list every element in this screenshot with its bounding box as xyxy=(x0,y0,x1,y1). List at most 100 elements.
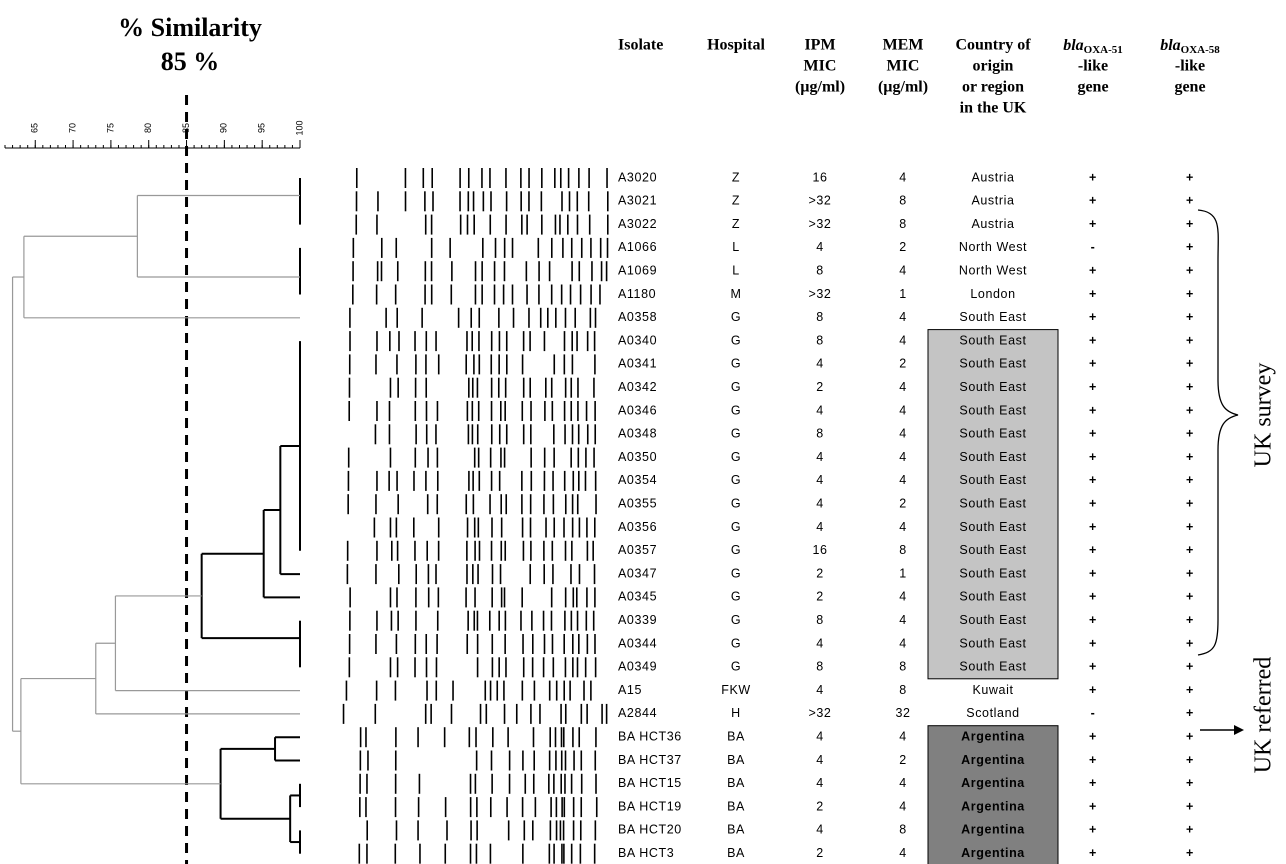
cell: 4 xyxy=(899,776,907,790)
header-italic: bla xyxy=(1160,37,1180,54)
cell: + xyxy=(1186,427,1194,441)
cell: 8 xyxy=(816,263,824,277)
cell: North West xyxy=(959,240,1027,254)
cell: >32 xyxy=(808,194,831,208)
survey-label: UK survey xyxy=(1251,363,1277,468)
cell: + xyxy=(1089,357,1097,371)
cell: 4 xyxy=(816,357,824,371)
cell: 4 xyxy=(816,636,824,650)
cell: - xyxy=(1091,240,1096,254)
cell: + xyxy=(1186,496,1194,510)
cell: Scotland xyxy=(966,706,1019,720)
arrow-head xyxy=(1234,725,1244,735)
cell: South East xyxy=(959,403,1026,417)
cell: + xyxy=(1186,403,1194,417)
cell: + xyxy=(1186,566,1194,580)
column-header: gene xyxy=(1174,79,1205,96)
cell: BA HCT37 xyxy=(618,753,682,767)
cell: South East xyxy=(959,333,1026,347)
cell: + xyxy=(1186,450,1194,464)
cell: + xyxy=(1089,427,1097,441)
cell: + xyxy=(1186,543,1194,557)
cell: + xyxy=(1089,194,1097,208)
cell: + xyxy=(1089,776,1097,790)
cell: South East xyxy=(959,357,1026,371)
figure: % Similarity 85 % UK survey UK referred … xyxy=(0,0,1286,864)
referred-label: UK referred xyxy=(1251,657,1277,774)
cell: + xyxy=(1089,403,1097,417)
cell: L xyxy=(732,263,740,277)
header-sub: OXA-51 xyxy=(1084,44,1123,56)
cell: A0350 xyxy=(618,450,657,464)
cell: + xyxy=(1089,333,1097,347)
cell: G xyxy=(731,566,741,580)
cell: BA HCT3 xyxy=(618,846,674,860)
cell: M xyxy=(730,287,741,301)
cell: G xyxy=(731,496,741,510)
cell: 8 xyxy=(899,683,907,697)
cell: 8 xyxy=(816,310,824,324)
x-tick-label: 65 xyxy=(30,123,40,133)
cell: - xyxy=(1091,706,1096,720)
column-header: (µg/ml) xyxy=(795,79,845,96)
cell: G xyxy=(731,543,741,557)
cell: + xyxy=(1089,566,1097,580)
cell: 4 xyxy=(816,753,824,767)
cell: 4 xyxy=(899,170,907,184)
cell: A1069 xyxy=(618,263,657,277)
cell: 1 xyxy=(899,566,907,580)
cell: + xyxy=(1186,753,1194,767)
cell: >32 xyxy=(808,706,831,720)
cell: A1066 xyxy=(618,240,657,254)
cell: G xyxy=(731,520,741,534)
x-tick-label: 100 xyxy=(294,120,304,135)
x-tick-label: 95 xyxy=(257,123,267,133)
cell: 4 xyxy=(899,799,907,813)
cell: >32 xyxy=(808,217,831,231)
cell: BA HCT15 xyxy=(618,776,682,790)
cell: + xyxy=(1186,310,1194,324)
cell: G xyxy=(731,590,741,604)
cell: H xyxy=(731,706,741,720)
cell: 4 xyxy=(816,473,824,487)
brace xyxy=(1198,210,1238,655)
column-header: Hospital xyxy=(707,37,765,54)
cell: Argentina xyxy=(961,799,1025,813)
column-header: or region xyxy=(962,79,1024,96)
cell: A0348 xyxy=(618,427,657,441)
cell: + xyxy=(1186,287,1194,301)
cell: + xyxy=(1089,683,1097,697)
cell: + xyxy=(1186,590,1194,604)
cell: 4 xyxy=(899,520,907,534)
cell: 4 xyxy=(899,380,907,394)
cell: G xyxy=(731,636,741,650)
x-tick-label: 90 xyxy=(219,123,229,133)
cell: + xyxy=(1186,729,1194,743)
cell: BA xyxy=(727,776,745,790)
cell: G xyxy=(731,380,741,394)
cell: 4 xyxy=(816,823,824,837)
column-header: MIC xyxy=(887,58,920,75)
cell: 2 xyxy=(899,753,907,767)
cell: + xyxy=(1186,170,1194,184)
cell: 8 xyxy=(816,660,824,674)
cell: 16 xyxy=(812,543,827,557)
column-header: MEM xyxy=(883,37,924,54)
cell: + xyxy=(1089,660,1097,674)
cell: + xyxy=(1186,613,1194,627)
cell: + xyxy=(1089,823,1097,837)
cell: + xyxy=(1186,194,1194,208)
cell: A0346 xyxy=(618,403,657,417)
cell: 4 xyxy=(899,636,907,650)
cell: Austria xyxy=(971,170,1014,184)
cell: + xyxy=(1186,240,1194,254)
cell: BA HCT36 xyxy=(618,729,682,743)
column-header: IPM xyxy=(804,37,835,54)
cell: Argentina xyxy=(961,729,1025,743)
cell: BA xyxy=(727,753,745,767)
cell: + xyxy=(1089,217,1097,231)
cell: + xyxy=(1089,287,1097,301)
cell: G xyxy=(731,613,741,627)
cell: G xyxy=(731,450,741,464)
cell: 4 xyxy=(899,590,907,604)
